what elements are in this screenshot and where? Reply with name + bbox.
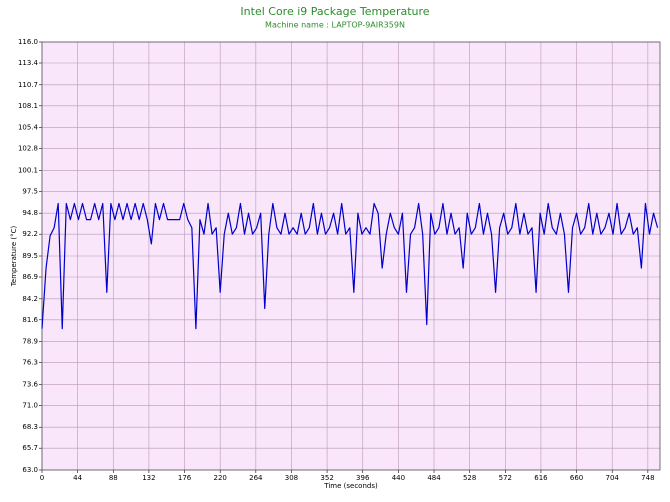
y-tick-label: 71.0 <box>22 401 38 409</box>
y-tick-label: 73.6 <box>22 380 38 388</box>
chart-title: Intel Core i9 Package Temperature <box>240 5 429 18</box>
y-tick-label: 113.4 <box>18 59 39 67</box>
plot-border <box>41 41 661 471</box>
chart-subtitle: Machine name : LAPTOP-9AIR359N <box>265 21 405 30</box>
x-tick-label: 176 <box>178 474 192 482</box>
x-tick-label: 132 <box>142 474 155 482</box>
x-tick-label: 88 <box>109 474 118 482</box>
y-tick-label: 110.7 <box>18 81 38 89</box>
x-tick-label: 264 <box>249 474 263 482</box>
x-tick-label: 748 <box>641 474 654 482</box>
y-tick-label: 102.8 <box>18 145 38 153</box>
y-tick-label: 100.1 <box>18 166 38 174</box>
y-tick-label: 68.3 <box>22 423 38 431</box>
y-tick-label: 78.9 <box>22 338 38 346</box>
x-tick-label: 308 <box>285 474 298 482</box>
x-tick-label: 0 <box>40 474 44 482</box>
x-tick-label: 396 <box>356 474 370 482</box>
x-tick-label: 484 <box>427 474 441 482</box>
x-tick-label: 220 <box>214 474 227 482</box>
y-tick-label: 94.8 <box>22 209 38 217</box>
y-tick-label: 89.5 <box>22 252 38 260</box>
y-tick-label: 92.2 <box>22 230 38 238</box>
y-tick-label: 86.9 <box>22 273 38 281</box>
x-tick-label: 528 <box>463 474 476 482</box>
y-tick-label: 63.0 <box>22 466 38 474</box>
x-tick-label: 704 <box>606 474 620 482</box>
y-axis-label: Temperature (°C) <box>10 226 18 288</box>
y-tick-label: 116.0 <box>18 38 38 46</box>
x-tick-label: 440 <box>392 474 405 482</box>
y-tick-label: 105.4 <box>18 124 39 132</box>
x-tick-label: 616 <box>534 474 548 482</box>
y-tick-label: 84.2 <box>22 295 38 303</box>
y-tick-label: 97.5 <box>22 187 38 195</box>
temperature-line <box>41 202 659 330</box>
y-tick-label: 81.6 <box>22 316 38 324</box>
x-tick-label: 44 <box>73 474 82 482</box>
x-tick-label: 352 <box>320 474 333 482</box>
y-tick-label: 76.3 <box>22 359 38 367</box>
y-tick-label: 65.7 <box>22 444 38 452</box>
y-tick-label: 108.1 <box>18 102 38 110</box>
x-tick-label: 572 <box>499 474 512 482</box>
x-tick-label: 660 <box>570 474 583 482</box>
x-axis-label: Time (seconds) <box>323 482 378 490</box>
